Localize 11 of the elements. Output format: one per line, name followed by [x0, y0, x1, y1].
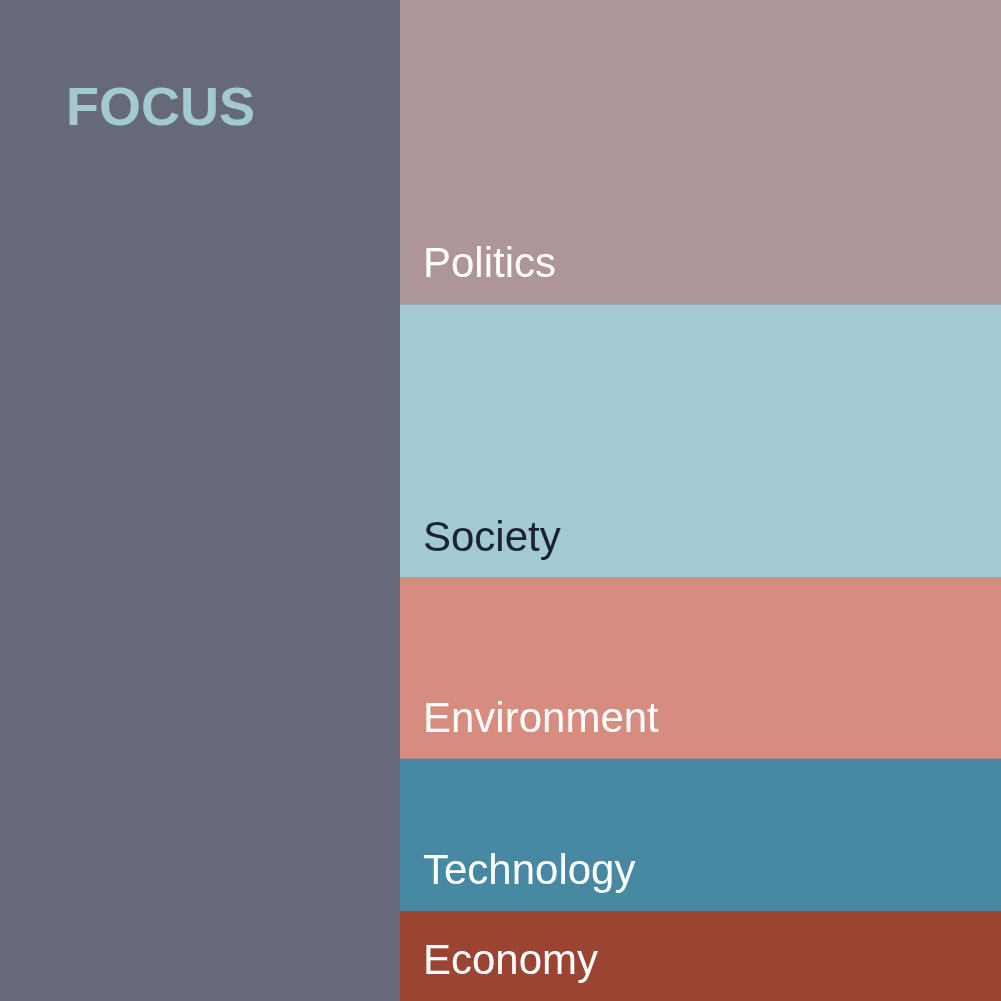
text: FOCUS [66, 76, 255, 136]
series-label: Economy [423, 936, 599, 983]
series-label: Technology [423, 845, 636, 893]
series-label: Environment [423, 693, 660, 741]
bar [400, 304, 1001, 578]
bar [400, 0, 1001, 305]
series-label: Politics [423, 239, 557, 287]
series-label: Society [423, 512, 561, 560]
bar [400, 910, 1001, 1001]
bar [400, 758, 1001, 911]
bar [400, 577, 1001, 759]
